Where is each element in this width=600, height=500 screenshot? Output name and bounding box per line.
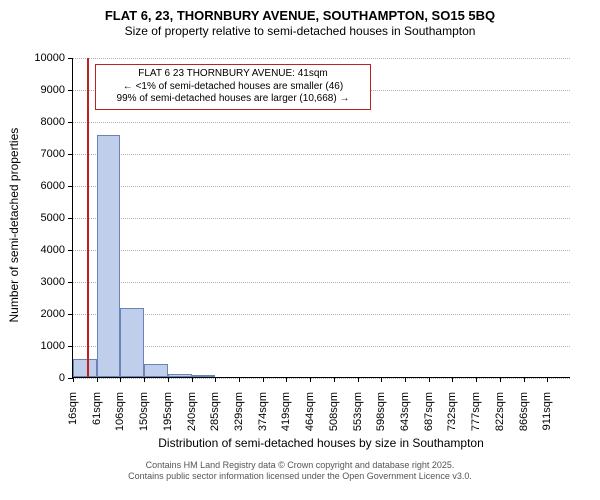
subject-marker-line xyxy=(87,58,89,377)
xtick-label: 150sqm xyxy=(138,392,150,442)
xtick-mark xyxy=(192,377,193,382)
gridline xyxy=(73,122,570,123)
ytick-label: 2000 xyxy=(23,308,65,320)
histogram-bar xyxy=(120,308,144,377)
xtick-mark xyxy=(547,377,548,382)
xtick-mark xyxy=(97,377,98,382)
xtick-label: 195sqm xyxy=(162,392,174,442)
ytick-mark xyxy=(68,282,73,283)
ytick-label: 4000 xyxy=(23,244,65,256)
xtick-mark xyxy=(286,377,287,382)
ytick-mark xyxy=(68,346,73,347)
histogram-bar xyxy=(73,359,97,377)
ytick-mark xyxy=(68,154,73,155)
gridline xyxy=(73,186,570,187)
xtick-mark xyxy=(476,377,477,382)
ytick-mark xyxy=(68,314,73,315)
xtick-mark xyxy=(524,377,525,382)
xtick-mark xyxy=(334,377,335,382)
ytick-label: 8000 xyxy=(23,116,65,128)
xtick-mark xyxy=(310,377,311,382)
xtick-label: 643sqm xyxy=(399,392,411,442)
ytick-mark xyxy=(68,218,73,219)
xtick-label: 866sqm xyxy=(518,392,530,442)
xtick-mark xyxy=(239,377,240,382)
gridline xyxy=(73,282,570,283)
xtick-label: 598sqm xyxy=(375,392,387,442)
xtick-label: 16sqm xyxy=(67,392,79,442)
xtick-mark xyxy=(263,377,264,382)
xtick-label: 329sqm xyxy=(233,392,245,442)
xtick-mark xyxy=(429,377,430,382)
histogram-bar xyxy=(192,375,216,377)
gridline xyxy=(73,346,570,347)
annotation-box: FLAT 6 23 THORNBURY AVENUE: 41sqm← <1% o… xyxy=(95,64,371,110)
xtick-mark xyxy=(405,377,406,382)
xtick-label: 687sqm xyxy=(423,392,435,442)
xtick-mark xyxy=(144,377,145,382)
chart-title: FLAT 6, 23, THORNBURY AVENUE, SOUTHAMPTO… xyxy=(0,0,600,24)
histogram-bar xyxy=(168,374,192,377)
histogram-bar xyxy=(97,135,121,377)
gridline xyxy=(73,218,570,219)
annotation-line: FLAT 6 23 THORNBURY AVENUE: 41sqm xyxy=(102,68,364,81)
ytick-label: 5000 xyxy=(23,212,65,224)
x-axis-label: Distribution of semi-detached houses by … xyxy=(72,436,570,450)
xtick-label: 464sqm xyxy=(304,392,316,442)
xtick-mark xyxy=(358,377,359,382)
xtick-label: 822sqm xyxy=(494,392,506,442)
histogram-bar xyxy=(144,364,168,377)
footer-line-1: Contains HM Land Registry data © Crown c… xyxy=(0,460,600,471)
ytick-mark xyxy=(68,90,73,91)
ytick-label: 10000 xyxy=(23,52,65,64)
plot-area: 0100020003000400050006000700080009000100… xyxy=(72,58,570,378)
xtick-label: 732sqm xyxy=(446,392,458,442)
ytick-mark xyxy=(68,250,73,251)
xtick-label: 777sqm xyxy=(470,392,482,442)
annotation-line: ← <1% of semi-detached houses are smalle… xyxy=(102,81,364,94)
gridline xyxy=(73,250,570,251)
gridline xyxy=(73,154,570,155)
xtick-label: 508sqm xyxy=(328,392,340,442)
gridline xyxy=(73,58,570,59)
xtick-mark xyxy=(452,377,453,382)
annotation-line: 99% of semi-detached houses are larger (… xyxy=(102,93,364,106)
chart-subtitle: Size of property relative to semi-detach… xyxy=(0,24,600,42)
xtick-label: 106sqm xyxy=(114,392,126,442)
ytick-mark xyxy=(68,58,73,59)
xtick-label: 911sqm xyxy=(541,392,553,442)
xtick-mark xyxy=(73,377,74,382)
xtick-label: 240sqm xyxy=(186,392,198,442)
xtick-mark xyxy=(381,377,382,382)
xtick-mark xyxy=(168,377,169,382)
ytick-label: 9000 xyxy=(23,84,65,96)
footer-line-2: Contains public sector information licen… xyxy=(0,471,600,482)
gridline xyxy=(73,378,570,379)
footer-attribution: Contains HM Land Registry data © Crown c… xyxy=(0,460,600,483)
xtick-mark xyxy=(215,377,216,382)
ytick-label: 0 xyxy=(23,372,65,384)
ytick-mark xyxy=(68,122,73,123)
chart-container: FLAT 6, 23, THORNBURY AVENUE, SOUTHAMPTO… xyxy=(0,0,600,500)
xtick-label: 61sqm xyxy=(91,392,103,442)
ytick-mark xyxy=(68,186,73,187)
xtick-mark xyxy=(500,377,501,382)
xtick-label: 374sqm xyxy=(257,392,269,442)
ytick-label: 1000 xyxy=(23,340,65,352)
ytick-label: 6000 xyxy=(23,180,65,192)
xtick-label: 285sqm xyxy=(209,392,221,442)
y-axis-label: Number of semi-detached properties xyxy=(7,128,21,323)
xtick-mark xyxy=(120,377,121,382)
ytick-label: 7000 xyxy=(23,148,65,160)
ytick-label: 3000 xyxy=(23,276,65,288)
xtick-label: 419sqm xyxy=(280,392,292,442)
gridline xyxy=(73,314,570,315)
xtick-label: 553sqm xyxy=(352,392,364,442)
